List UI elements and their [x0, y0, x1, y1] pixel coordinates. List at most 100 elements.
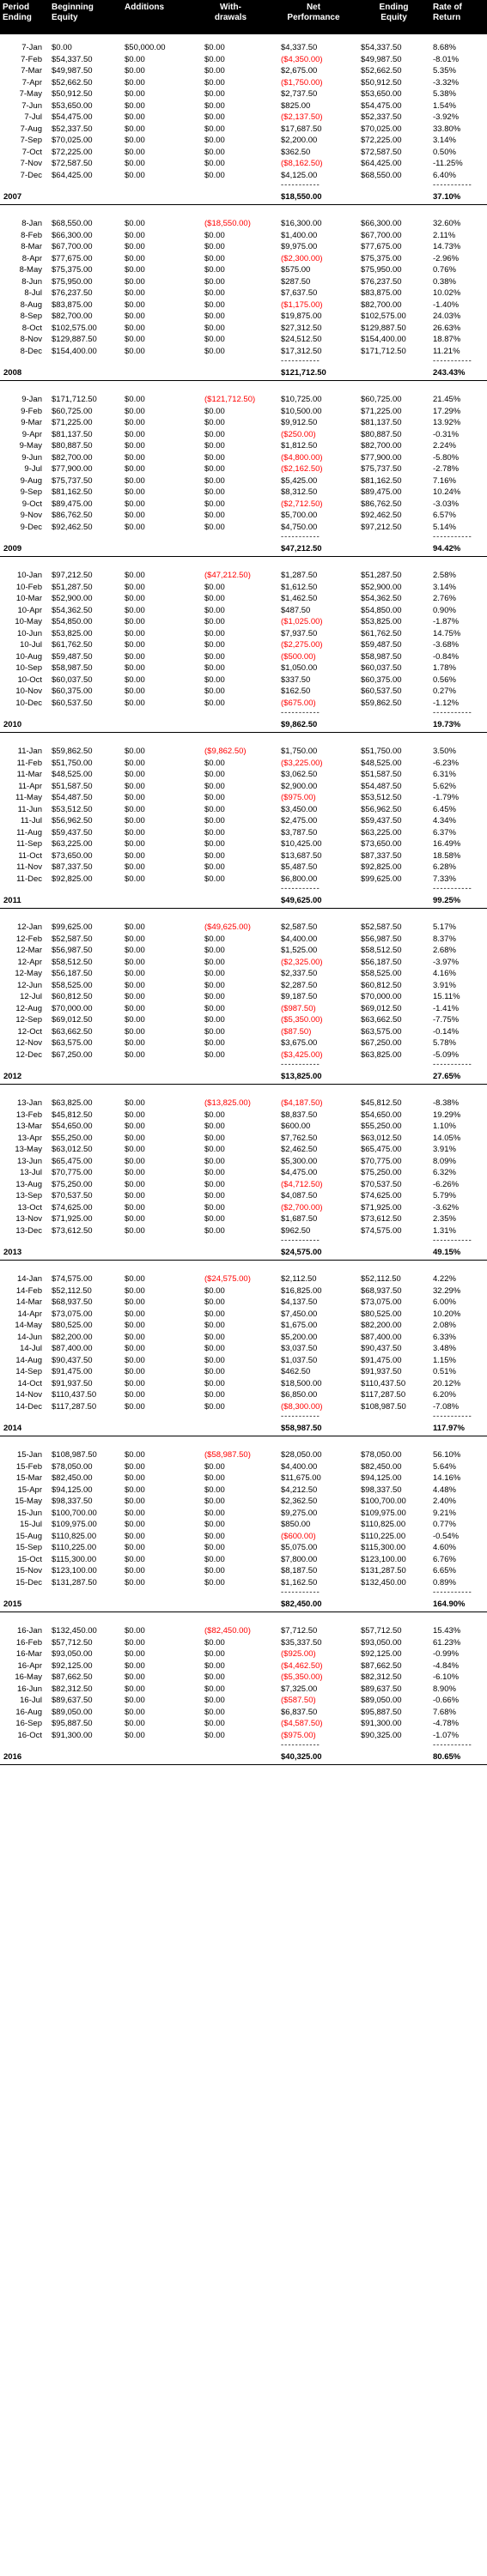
- table-row: 12-May $56,187.50 $0.00 $0.00 $2,337.50 $58,5…: [0, 968, 487, 980]
- cell-withdrawals: ($13,825.00): [204, 1098, 251, 1108]
- dash-spacer: [50, 533, 122, 542]
- cell-withdrawals: $0.00: [204, 594, 225, 603]
- cell-additions: $0.00: [125, 1730, 145, 1740]
- cell-rate-of-return: 19.29%: [433, 1110, 461, 1120]
- table-row: 13-Jul $70,775.00 $0.00 $0.00 $4,475.00 $75,2…: [0, 1167, 487, 1179]
- cell-period-ending: 8-Jan: [21, 219, 42, 228]
- table-row: 9-Jul $77,900.00 $0.00 $0.00 ($2,162.50) $75,…: [0, 463, 487, 475]
- cell-net-performance: ($4,587.50): [281, 1719, 323, 1728]
- cell-rate-of-return: 2.11%: [433, 230, 456, 240]
- dash-line: -----------: [281, 885, 320, 893]
- cell-net-performance: $7,762.50: [281, 1133, 318, 1143]
- cell-additions: $0.00: [125, 1274, 145, 1284]
- cell-net-performance: $3,787.50: [281, 827, 318, 838]
- dash-spacer: [50, 1412, 122, 1422]
- cell-beginning-equity: $51,287.50: [52, 582, 93, 592]
- cell-period-ending: 7-Sep: [20, 136, 42, 145]
- cell-withdrawals: $0.00: [204, 1461, 225, 1472]
- cell-net-performance: $2,200.00: [281, 136, 318, 145]
- cell-ending-equity: $80,887.50: [361, 429, 402, 439]
- dash-line: -----------: [433, 1412, 472, 1421]
- cell-net-performance: ($5,350.00): [281, 1015, 323, 1025]
- cell-ending-equity: $99,625.00: [361, 874, 402, 884]
- table-row: 12-Jun $58,525.00 $0.00 $0.00 $2,287.50 $60,8…: [0, 980, 487, 992]
- cell-withdrawals: $0.00: [204, 1684, 225, 1694]
- cell-net-performance: $1,687.50: [281, 1214, 318, 1224]
- cell-period-ending: 15-Sep: [15, 1543, 42, 1552]
- cell-ending-equity: $82,700.00: [361, 299, 402, 310]
- cell-additions: $0.00: [125, 651, 145, 662]
- cell-additions: $0.00: [125, 1707, 145, 1717]
- year-summary-row: 2009 $47,212.50 94.42%: [0, 542, 487, 557]
- table-row: 14-Jun $82,200.00 $0.00 $0.00 $5,200.00 $87,4…: [0, 1332, 487, 1344]
- cell-withdrawals: $0.00: [204, 311, 225, 321]
- year-label: 2011: [3, 896, 21, 905]
- cell-period-ending: 15-Jan: [16, 1450, 42, 1460]
- cell-withdrawals: $0.00: [204, 1401, 225, 1412]
- cell-net-performance: $7,800.00: [281, 1554, 318, 1564]
- table-row: 8-Jun $75,950.00 $0.00 $0.00 $287.50 $76,237.…: [0, 276, 487, 288]
- cell-period-ending: 13-Sep: [15, 1191, 42, 1200]
- cell-withdrawals: ($121,712.50): [204, 395, 256, 404]
- cell-ending-equity: $54,475.00: [361, 100, 402, 111]
- cell-rate-of-return: -7.08%: [433, 1401, 460, 1412]
- cell-additions: $0.00: [125, 922, 145, 932]
- cell-beginning-equity: $60,812.50: [52, 992, 93, 1001]
- dash-line: -----------: [281, 709, 320, 717]
- cell-beginning-equity: $92,825.00: [52, 874, 93, 884]
- cell-rate-of-return: 0.89%: [433, 1577, 456, 1587]
- cell-withdrawals: $0.00: [204, 159, 225, 168]
- header-line: Beginning: [52, 3, 94, 12]
- cell-ending-equity: $90,437.50: [361, 1344, 402, 1353]
- year-label: 2007: [3, 192, 22, 202]
- cell-beginning-equity: $90,437.50: [52, 1355, 93, 1365]
- cell-net-performance: $2,737.50: [281, 89, 318, 99]
- summary-empty: [192, 894, 269, 908]
- cell-period-ending: 16-Feb: [15, 1637, 42, 1648]
- cell-period-ending: 8-Dec: [20, 346, 42, 356]
- cell-rate-of-return: 1.10%: [433, 1122, 456, 1131]
- summary-empty: [50, 190, 122, 204]
- cell-rate-of-return: 56.10%: [433, 1450, 461, 1460]
- table-row: 9-Oct $89,475.00 $0.00 $0.00 ($2,712.50) $86,…: [0, 499, 487, 511]
- cell-ending-equity: $93,050.00: [361, 1637, 402, 1648]
- cell-ending-equity: $54,362.50: [361, 594, 402, 603]
- cell-period-ending: 16-Jan: [16, 1626, 42, 1636]
- subtotal-rule: ----------- -----------: [0, 357, 487, 366]
- cell-period-ending: 14-Aug: [15, 1355, 42, 1365]
- spacer: [0, 738, 487, 746]
- cell-ending-equity: $56,187.50: [361, 957, 402, 967]
- cell-additions: $0.00: [125, 1133, 145, 1143]
- table-row: 16-Jan $132,450.00 $0.00 ($82,450.00) $7,712…: [0, 1625, 487, 1637]
- cell-additions: $0.00: [125, 1497, 145, 1506]
- table-row: 16-Jun $82,312.50 $0.00 $0.00 $7,325.00 $89,6…: [0, 1684, 487, 1696]
- cell-additions: $0.00: [125, 253, 145, 263]
- table-row: 9-Mar $71,225.00 $0.00 $0.00 $9,912.50 $81,13…: [0, 417, 487, 429]
- cell-period-ending: 7-Jan: [21, 43, 42, 52]
- dash-spacer: [192, 1588, 269, 1598]
- cell-withdrawals: $0.00: [204, 957, 225, 967]
- table-row: 7-Mar $49,987.50 $0.00 $0.00 $2,675.00 $52,66…: [0, 65, 487, 77]
- year-summary-row: 2012 $13,825.00 27.65%: [0, 1070, 487, 1085]
- cell-additions: $0.00: [125, 1168, 145, 1177]
- cell-additions: $0.00: [125, 1672, 145, 1682]
- cell-net-performance: ($1,025.00): [281, 617, 323, 626]
- cell-additions: $0.00: [125, 136, 145, 145]
- summary-empty: [50, 894, 122, 908]
- spacer: [0, 1266, 487, 1273]
- dash-spacer: [358, 1061, 429, 1070]
- summary-empty: [358, 1070, 429, 1084]
- cell-withdrawals: $0.00: [204, 674, 225, 685]
- header-period-ending: Period Ending: [0, 0, 50, 34]
- cell-withdrawals: $0.00: [204, 862, 225, 872]
- cell-period-ending: 7-Dec: [20, 170, 42, 180]
- cell-ending-equity: $73,650.00: [361, 839, 402, 849]
- cell-additions: $0.00: [125, 1719, 145, 1728]
- cell-net-performance: ($4,187.50): [281, 1098, 323, 1108]
- cell-rate-of-return: 6.40%: [433, 170, 456, 180]
- cell-ending-equity: $59,437.50: [361, 816, 402, 825]
- year-label: 2013: [3, 1248, 22, 1257]
- cell-withdrawals: $0.00: [204, 418, 225, 427]
- cell-net-performance: $5,425.00: [281, 475, 318, 486]
- cell-net-performance: ($87.50): [281, 1026, 312, 1037]
